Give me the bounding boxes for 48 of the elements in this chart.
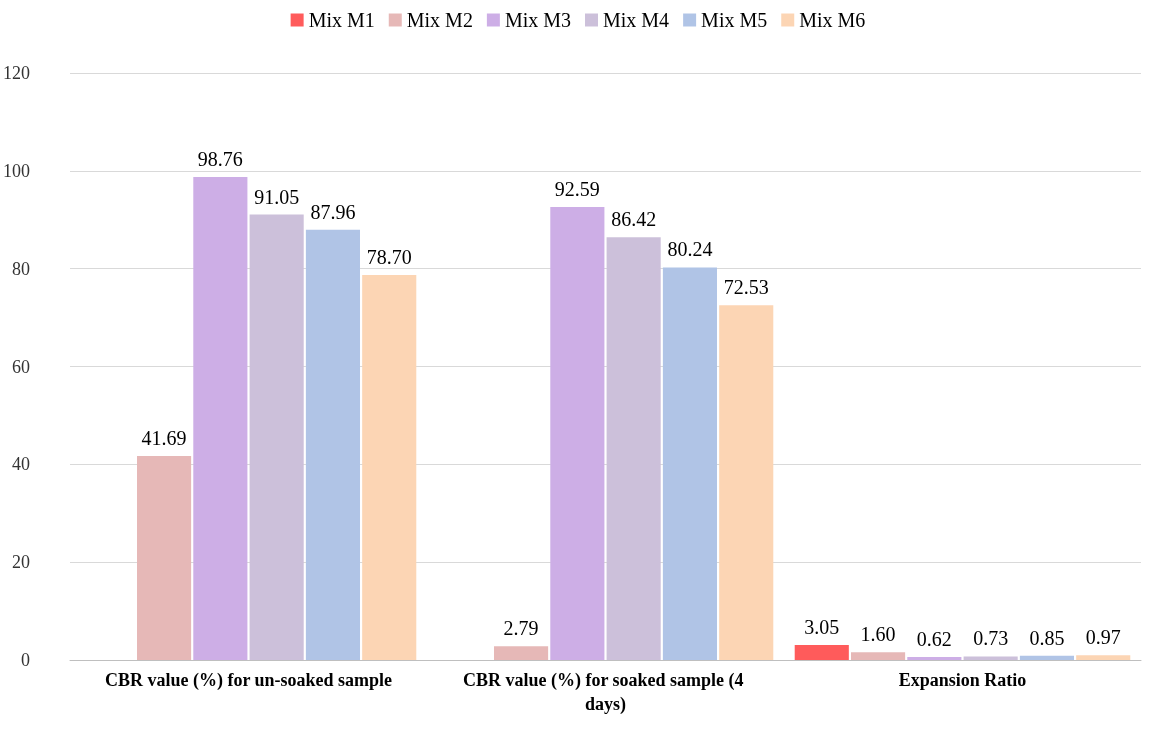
x-tick-label: CBR value (%) for soaked sample (4 days): [462, 670, 749, 715]
bar: [907, 656, 962, 660]
bar: [719, 305, 774, 660]
bar: [494, 646, 549, 660]
data-label: 78.70: [366, 246, 412, 269]
data-label: 3.05: [804, 616, 840, 639]
y-tick-label: 0: [21, 650, 30, 670]
bar: [550, 207, 605, 660]
x-tick-label: Expansion Ratio: [898, 670, 1027, 690]
legend-label: Mix M4: [603, 9, 670, 31]
data-label: 80.24: [667, 238, 713, 261]
y-tick-label: 80: [12, 258, 30, 279]
data-label: 0.85: [1029, 626, 1065, 649]
legend-label: Mix M1: [308, 9, 375, 31]
data-label: 98.76: [197, 147, 243, 170]
y-tick-label: 60: [12, 356, 30, 377]
data-label: 86.42: [611, 208, 657, 231]
y-tick-label: 120: [3, 63, 30, 83]
legend-label: Mix M5: [701, 9, 768, 31]
data-label: 41.69: [141, 427, 187, 450]
data-label: 72.53: [723, 276, 769, 299]
data-label: 0.73: [973, 627, 1009, 650]
data-label: 0.97: [1085, 626, 1121, 649]
bar: [193, 176, 248, 660]
bar: [662, 267, 717, 660]
data-label: 0.62: [916, 627, 952, 650]
x-tick-label: CBR value (%) for un-soaked sample: [104, 670, 393, 691]
bar: [137, 456, 192, 660]
data-label: 92.59: [554, 178, 600, 201]
bar: [362, 275, 417, 660]
bar: [963, 656, 1018, 660]
legend-label: Mix M6: [799, 9, 866, 31]
data-label: 2.79: [503, 617, 539, 640]
bar: [249, 214, 304, 660]
bar: [305, 229, 360, 660]
y-tick-label: 20: [12, 552, 30, 573]
y-tick-label: 40: [12, 454, 30, 475]
data-label: 87.96: [310, 200, 356, 223]
bar: [606, 237, 661, 660]
bar: [794, 645, 849, 660]
y-tick-label: 100: [3, 160, 30, 181]
bar: [851, 652, 906, 660]
data-label: 91.05: [254, 185, 300, 208]
bar: [1076, 655, 1131, 660]
legend-label: Mix M3: [504, 9, 571, 31]
legend-label: Mix M2: [406, 9, 473, 31]
data-label: 1.60: [860, 623, 896, 646]
bar: [1019, 655, 1074, 660]
